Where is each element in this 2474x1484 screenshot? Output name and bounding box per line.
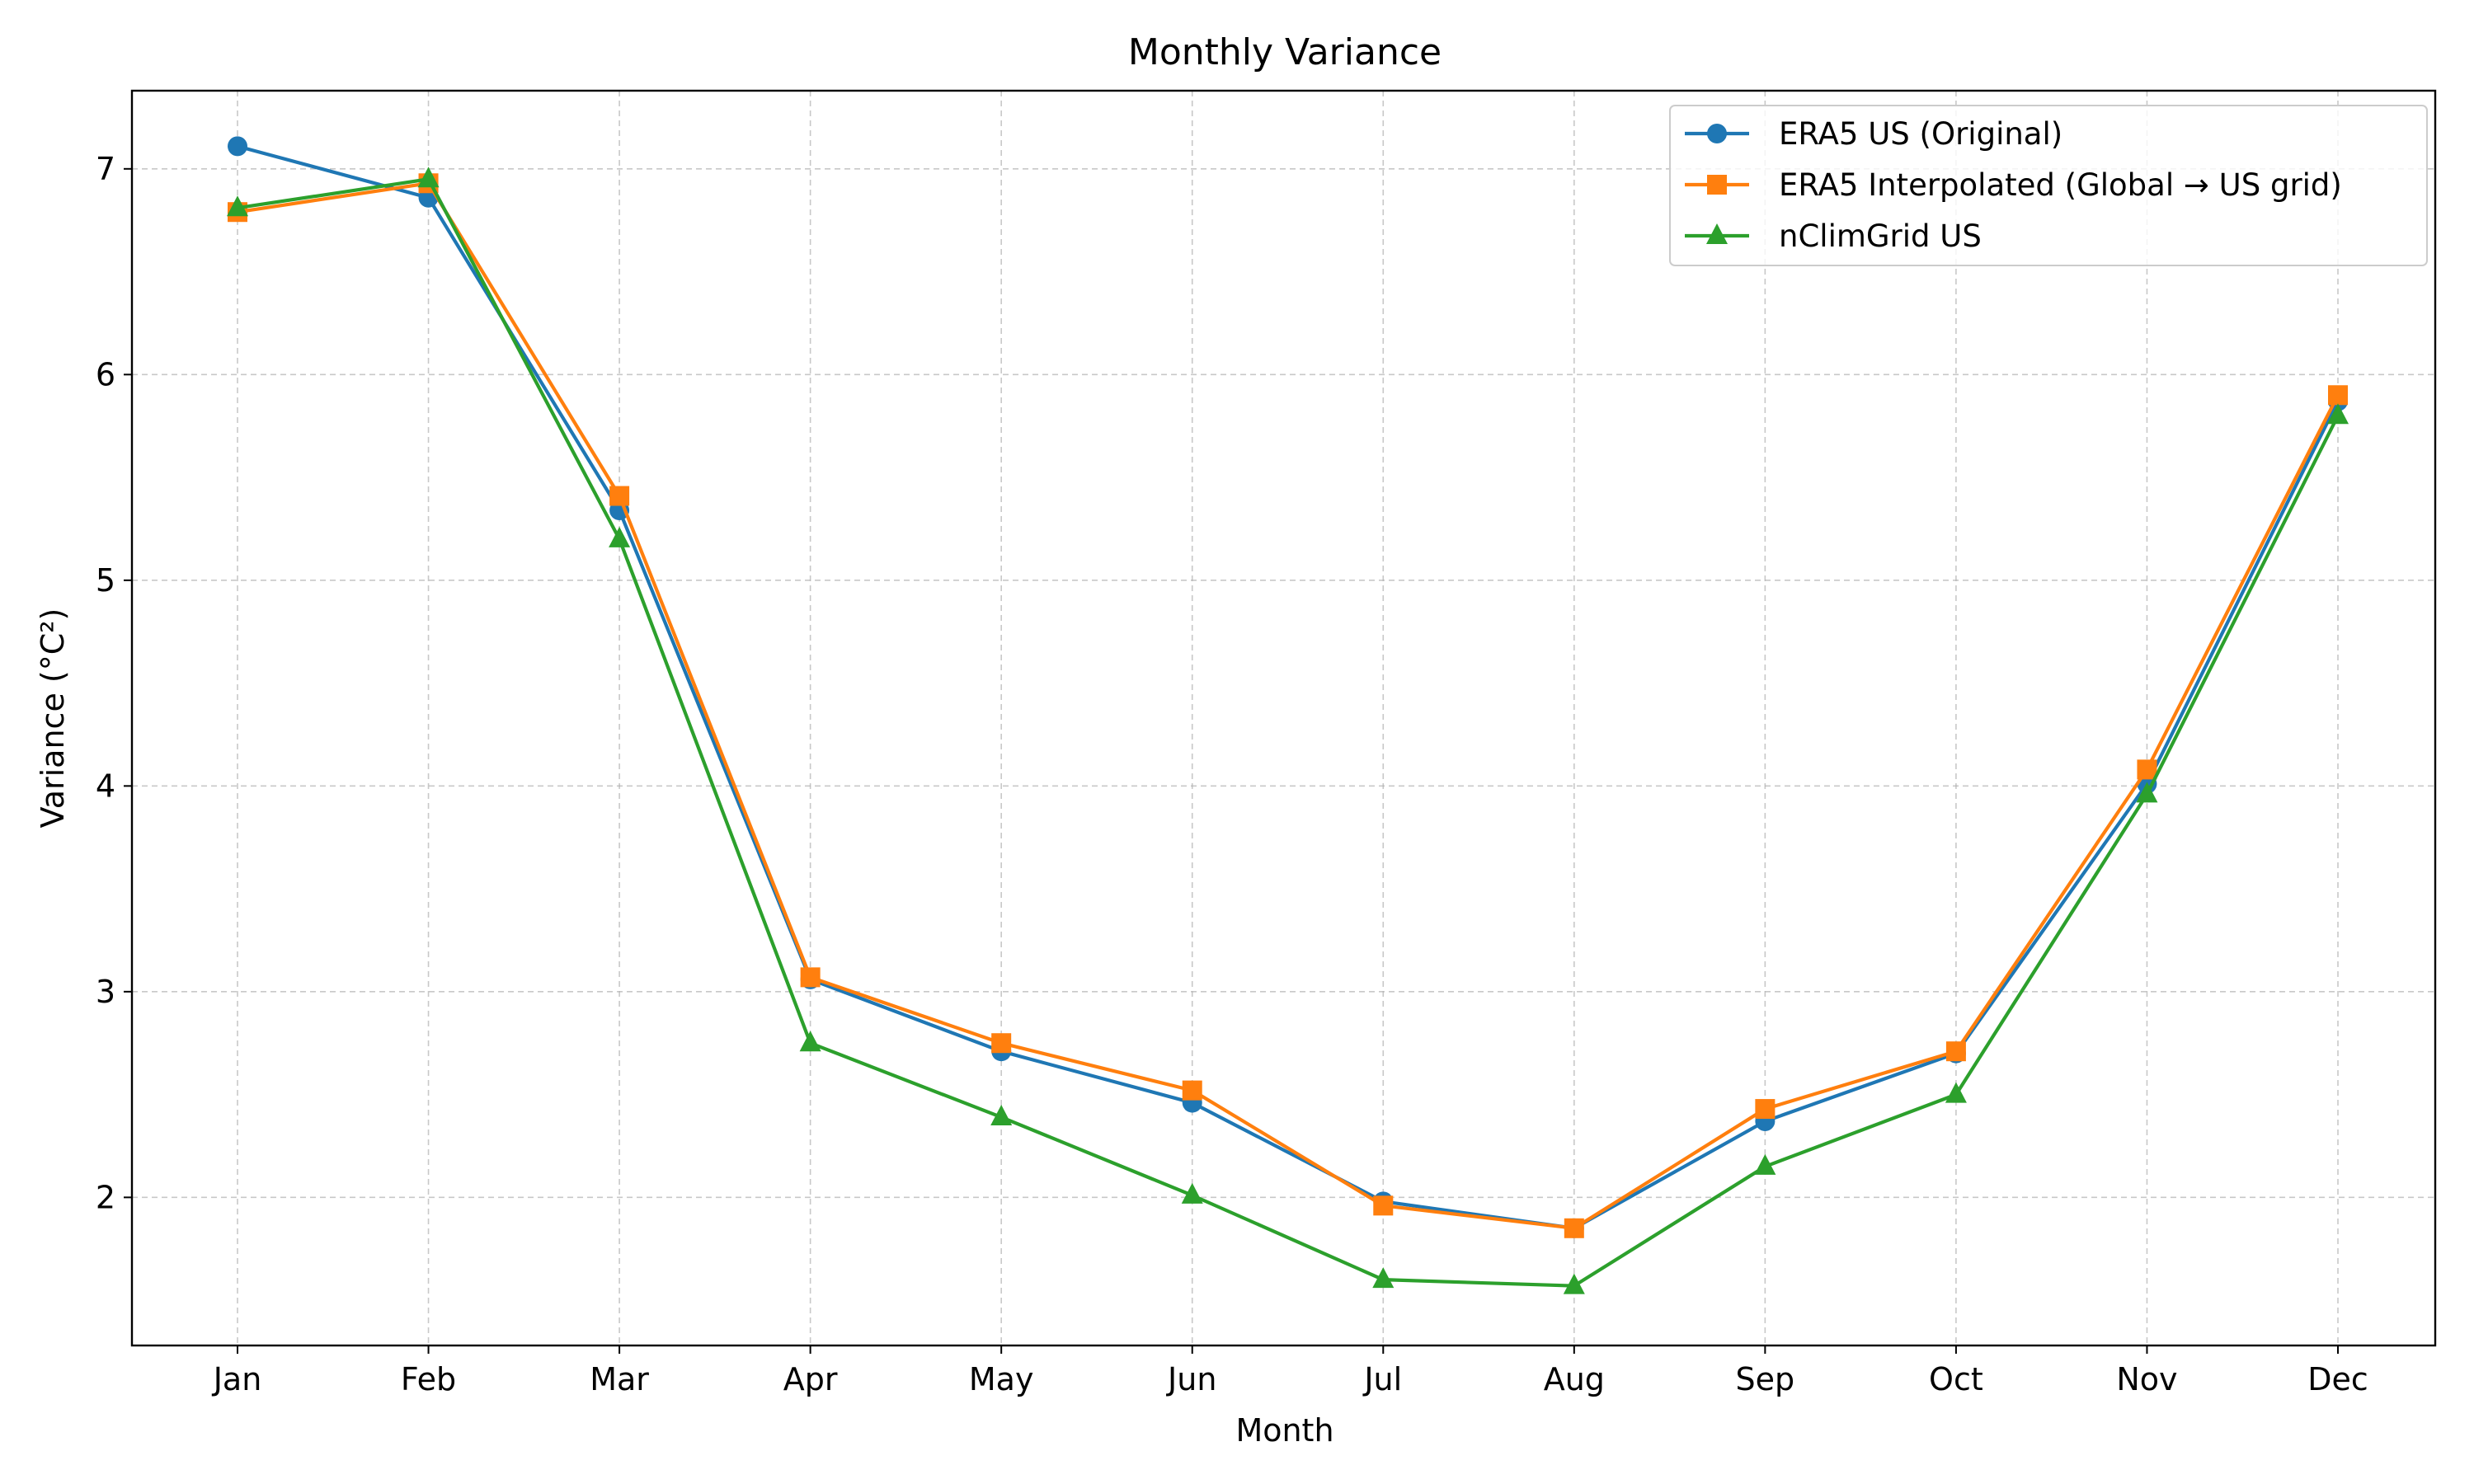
x-tick-label: Oct xyxy=(1929,1361,1983,1397)
legend-marker xyxy=(1706,223,1728,244)
y-tick-label: 4 xyxy=(96,768,115,804)
y-tick-label: 6 xyxy=(96,356,115,392)
series-layer xyxy=(227,136,2349,1294)
data-point-circle xyxy=(228,136,247,157)
y-tick-label: 3 xyxy=(96,974,115,1010)
data-point-triangle xyxy=(227,195,248,217)
x-tick-label: Aug xyxy=(1544,1361,1605,1397)
grid xyxy=(132,91,2435,1345)
series-line xyxy=(237,177,2340,1288)
legend-label: ERA5 US (Original) xyxy=(1779,116,2062,152)
x-axis-label: Month xyxy=(1235,1412,1333,1449)
x-tick-label: Sep xyxy=(1736,1361,1795,1397)
x-tick-label: Jul xyxy=(1362,1361,1402,1397)
legend-entry: nClimGrid US xyxy=(1685,218,1982,254)
data-point-triangle xyxy=(1563,1273,1585,1294)
series-line xyxy=(237,181,2340,1230)
data-point-triangle xyxy=(2136,782,2158,803)
data-point-triangle xyxy=(609,526,631,547)
x-tick-label: Nov xyxy=(2116,1361,2177,1397)
x-tick-label: May xyxy=(969,1361,1034,1397)
data-point-square xyxy=(2137,759,2157,780)
x-tick-label: Mar xyxy=(590,1361,649,1397)
series-3 xyxy=(227,167,2349,1294)
data-point-triangle xyxy=(1372,1267,1395,1289)
legend-frame xyxy=(1669,105,2428,266)
data-point-triangle xyxy=(1181,1182,1203,1204)
y-tick-label: 7 xyxy=(96,151,115,187)
chart-title: Monthly Variance xyxy=(1128,31,1442,73)
data-point-triangle xyxy=(2327,403,2349,425)
legend-entry: ERA5 US (Original) xyxy=(1685,116,2062,152)
y-tick-label: 5 xyxy=(96,562,115,599)
data-point-square xyxy=(2328,385,2348,406)
legend-marker xyxy=(1707,175,1727,195)
data-point-square xyxy=(991,1033,1012,1054)
data-point-square xyxy=(1945,1041,1966,1062)
data-point-square xyxy=(1755,1099,1776,1120)
legend-entry: ERA5 Interpolated (Global → US grid) xyxy=(1685,167,2342,203)
x-tick-label: Jun xyxy=(1166,1361,1216,1397)
data-point-triangle xyxy=(1945,1082,1967,1103)
legend: ERA5 US (Original) ERA5 Interpolated (Glo… xyxy=(1669,105,2428,266)
data-point-triangle xyxy=(990,1105,1013,1126)
x-tick-label: Apr xyxy=(783,1361,838,1397)
plot-area-frame xyxy=(130,89,2437,1347)
data-point-square xyxy=(800,967,821,988)
legend-marker xyxy=(1707,124,1727,143)
axis-ticks: Jan Feb Mar Apr May Jun Jul Aug Sep Oct Nov Dec 2 3 4 5… xyxy=(96,151,2368,1397)
data-point-triangle xyxy=(1754,1153,1776,1175)
data-point-square xyxy=(1182,1080,1202,1101)
x-tick-label: Feb xyxy=(401,1361,456,1397)
y-tick-label: 2 xyxy=(96,1179,115,1215)
data-point-square xyxy=(1564,1218,1584,1238)
y-axis-label: Variance (°C²) xyxy=(35,608,71,829)
legend-label: nClimGrid US xyxy=(1779,218,1982,254)
data-point-triangle xyxy=(417,167,440,188)
data-point-triangle xyxy=(799,1031,821,1052)
data-point-square xyxy=(609,486,630,506)
x-tick-label: Dec xyxy=(2307,1361,2368,1397)
data-point-square xyxy=(1373,1195,1394,1216)
series-line xyxy=(237,144,2340,1230)
legend-label: ERA5 Interpolated (Global → US grid) xyxy=(1779,167,2342,203)
x-tick-label: Jan xyxy=(212,1361,262,1397)
